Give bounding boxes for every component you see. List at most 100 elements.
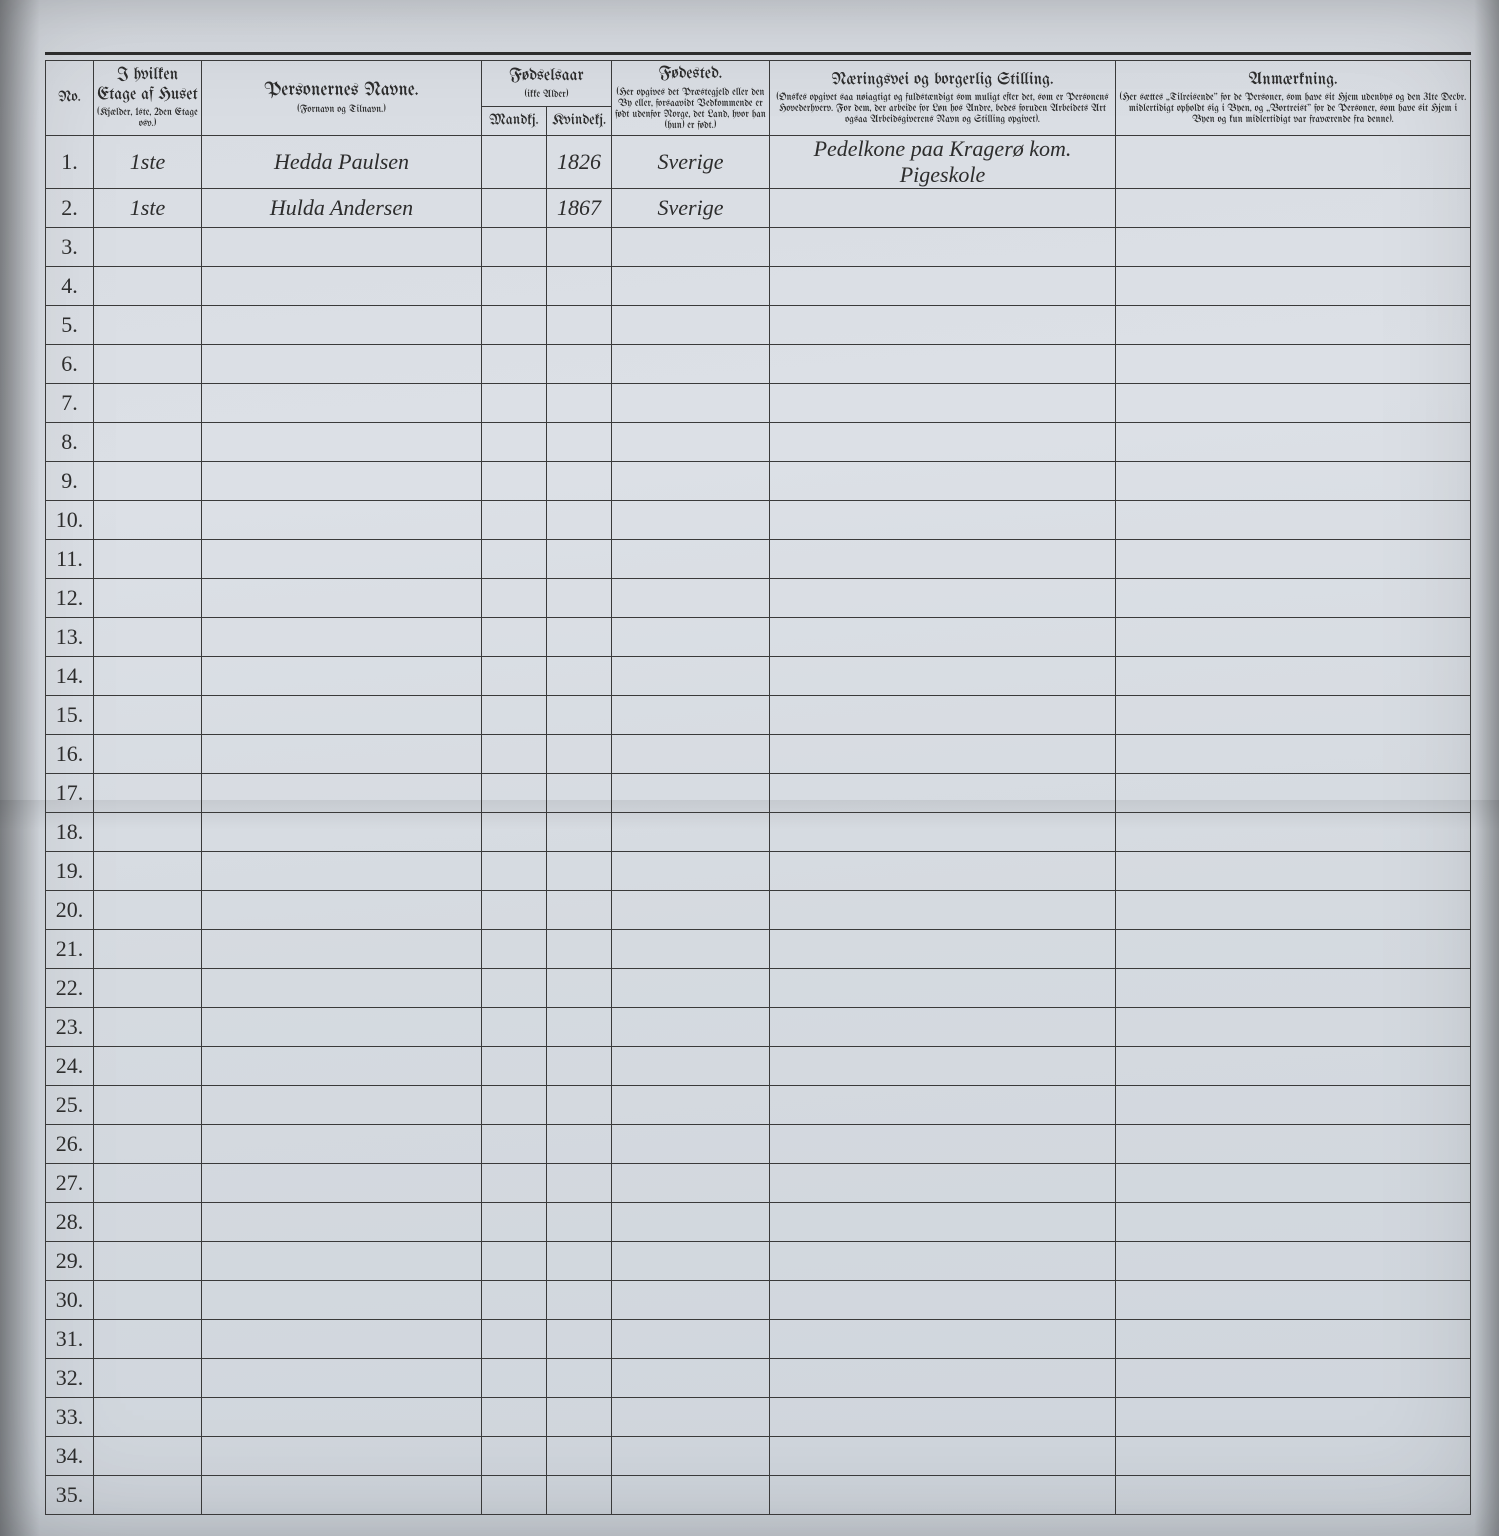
cell-fodested: [612, 227, 770, 266]
cell-naering: [770, 851, 1116, 890]
cell-kvindekj: [547, 344, 612, 383]
cell-naering: [770, 422, 1116, 461]
cell-etage: [94, 1085, 202, 1124]
cell-etage: [94, 851, 202, 890]
cell-fodested: [612, 578, 770, 617]
cell-navn: [202, 227, 482, 266]
table-row: 20.: [46, 890, 1471, 929]
cell-navn: [202, 1202, 482, 1241]
cell-no: 16.: [46, 734, 94, 773]
cell-kvindekj: [547, 695, 612, 734]
cell-fodested: [612, 539, 770, 578]
cell-anm: [1116, 851, 1471, 890]
cell-fodested: [612, 266, 770, 305]
cell-anm: [1116, 1007, 1471, 1046]
cell-mandkj: [482, 1436, 547, 1475]
table-row: 25.: [46, 1085, 1471, 1124]
table-row: 3.: [46, 227, 1471, 266]
cell-anm: [1116, 344, 1471, 383]
cell-navn: [202, 695, 482, 734]
cell-navn: [202, 383, 482, 422]
cell-anm: [1116, 461, 1471, 500]
top-rule: [45, 52, 1471, 55]
cell-kvindekj: [547, 1280, 612, 1319]
cell-naering: [770, 656, 1116, 695]
cell-fodested: [612, 461, 770, 500]
cell-mandkj: [482, 1007, 547, 1046]
cell-navn: [202, 1436, 482, 1475]
cell-naering: [770, 578, 1116, 617]
cell-navn: [202, 266, 482, 305]
cell-navn: [202, 422, 482, 461]
table-row: 4.: [46, 266, 1471, 305]
cell-kvindekj: [547, 422, 612, 461]
cell-no: 23.: [46, 1007, 94, 1046]
table-row: 22.: [46, 968, 1471, 1007]
cell-navn: [202, 812, 482, 851]
table-row: 35.: [46, 1475, 1471, 1514]
cell-navn: [202, 305, 482, 344]
cell-etage: [94, 1007, 202, 1046]
cell-etage: [94, 1163, 202, 1202]
cell-naering: [770, 1007, 1116, 1046]
cell-anm: [1116, 383, 1471, 422]
cell-mandkj: [482, 1241, 547, 1280]
cell-anm: [1116, 968, 1471, 1007]
cell-no: 5.: [46, 305, 94, 344]
cell-fodested: [612, 617, 770, 656]
cell-naering: [770, 812, 1116, 851]
cell-no: 15.: [46, 695, 94, 734]
cell-naering: [770, 1280, 1116, 1319]
cell-kvindekj: [547, 539, 612, 578]
cell-etage: [94, 1358, 202, 1397]
table-row: 16.: [46, 734, 1471, 773]
cell-anm: [1116, 890, 1471, 929]
cell-fodested: [612, 968, 770, 1007]
table-row: 21.: [46, 929, 1471, 968]
cell-fodested: [612, 1163, 770, 1202]
cell-no: 32.: [46, 1358, 94, 1397]
cell-anm: [1116, 1436, 1471, 1475]
cell-no: 25.: [46, 1085, 94, 1124]
cell-navn: [202, 734, 482, 773]
cell-fodested: [612, 1085, 770, 1124]
cell-mandkj: [482, 500, 547, 539]
table-row: 24.: [46, 1046, 1471, 1085]
cell-navn: [202, 773, 482, 812]
table-row: 5.: [46, 305, 1471, 344]
cell-naering: [770, 695, 1116, 734]
cell-anm: [1116, 539, 1471, 578]
cell-anm: [1116, 1046, 1471, 1085]
cell-anm: [1116, 812, 1471, 851]
cell-mandkj: [482, 1319, 547, 1358]
cell-no: 18.: [46, 812, 94, 851]
cell-navn: [202, 539, 482, 578]
cell-mandkj: [482, 1397, 547, 1436]
cell-anm: [1116, 422, 1471, 461]
cell-no: 19.: [46, 851, 94, 890]
cell-kvindekj: [547, 266, 612, 305]
cell-mandkj: [482, 1124, 547, 1163]
census-table: No. I hvilken Etage af Huset (Kjælder, 1…: [45, 60, 1471, 1515]
cell-naering: [770, 500, 1116, 539]
cell-naering: [770, 1436, 1116, 1475]
cell-etage: [94, 929, 202, 968]
cell-anm: [1116, 500, 1471, 539]
table-row: 29.: [46, 1241, 1471, 1280]
cell-etage: [94, 539, 202, 578]
cell-anm: [1116, 266, 1471, 305]
cell-kvindekj: [547, 929, 612, 968]
col-naering: Næringsvei og borgerlig Stilling. (Ønske…: [770, 61, 1116, 136]
table-row: 19.: [46, 851, 1471, 890]
cell-no: 31.: [46, 1319, 94, 1358]
cell-navn: [202, 890, 482, 929]
table-row: 13.: [46, 617, 1471, 656]
cell-fodested: [612, 1436, 770, 1475]
cell-naering: [770, 1163, 1116, 1202]
cell-no: 4.: [46, 266, 94, 305]
cell-mandkj: [482, 890, 547, 929]
shadow-left: [0, 0, 40, 1536]
cell-mandkj: [482, 305, 547, 344]
cell-kvindekj: [547, 968, 612, 1007]
table-row: 23.: [46, 1007, 1471, 1046]
